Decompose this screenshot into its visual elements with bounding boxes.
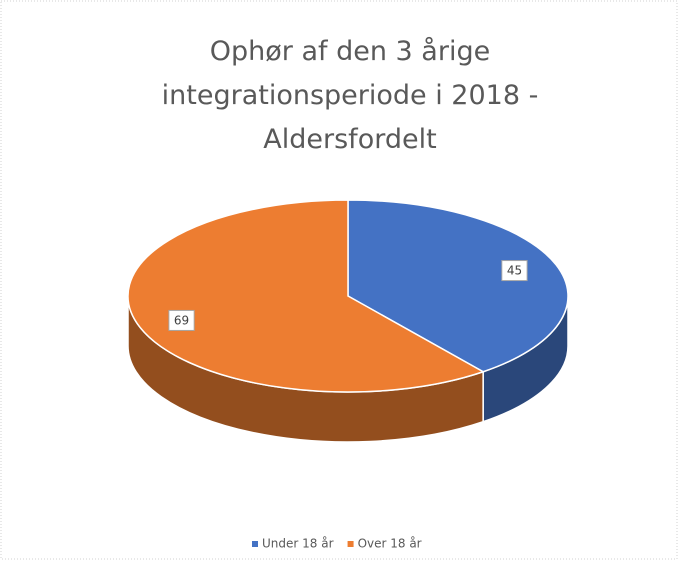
chart-title: Ophør af den 3 årige integrationsperiode… — [161, 36, 539, 155]
legend-label: Over 18 år — [358, 537, 422, 551]
legend-swatch — [252, 541, 258, 547]
data-label-box — [501, 260, 528, 282]
pie-slice — [347, 199, 569, 373]
data-label: 69 — [174, 313, 189, 327]
data-label: 45 — [507, 264, 522, 278]
legend-label: Under 18 år — [262, 537, 334, 551]
legend-swatch — [347, 541, 354, 547]
pie-slice — [127, 199, 485, 393]
data-label-box — [168, 309, 195, 331]
